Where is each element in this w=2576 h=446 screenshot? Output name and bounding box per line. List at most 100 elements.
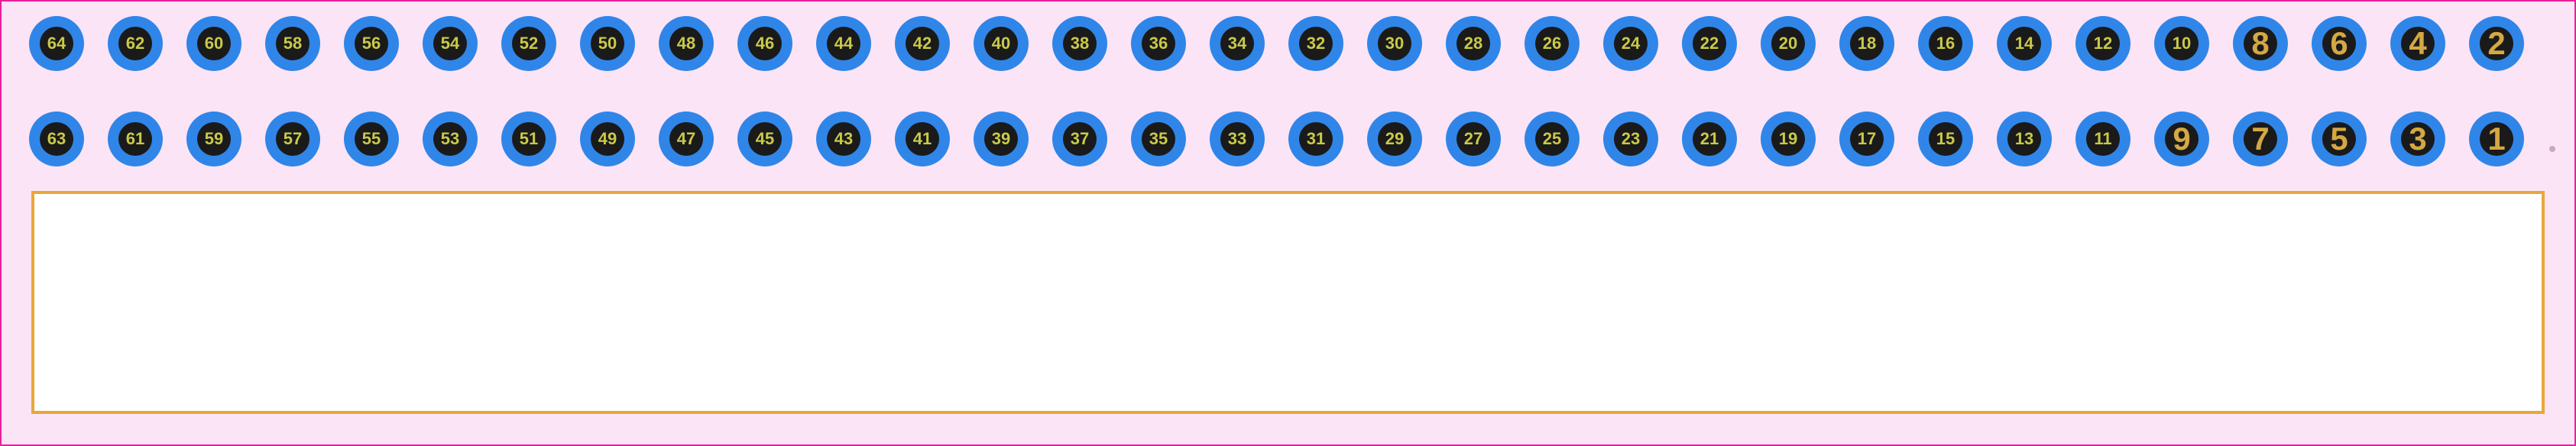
- pin-32-hole: 32: [1299, 27, 1333, 60]
- pin-26-label: 26: [1543, 34, 1561, 53]
- pin-50-hole: 50: [591, 27, 624, 60]
- pin-52-hole: 52: [512, 27, 546, 60]
- pin-22-label: 22: [1700, 34, 1719, 53]
- pin-13: 13: [1997, 112, 2052, 166]
- pin-45: 45: [737, 112, 792, 166]
- pin-16-label: 16: [1936, 34, 1955, 53]
- pin-1-label: 1: [2487, 121, 2505, 157]
- pin-42-label: 42: [913, 34, 932, 53]
- pin-50: 50: [580, 16, 635, 71]
- pin-48-hole: 48: [669, 27, 703, 60]
- pin-27-hole: 27: [1456, 122, 1490, 156]
- pin-49: 49: [580, 112, 635, 166]
- pin-7: 7: [2233, 112, 2288, 166]
- pin-44: 44: [816, 16, 871, 71]
- pin-51-hole: 51: [512, 122, 546, 156]
- pin-40-label: 40: [992, 34, 1010, 53]
- pin-7-label: 7: [2251, 121, 2269, 157]
- pin-24: 24: [1603, 16, 1658, 71]
- pin-59-hole: 59: [197, 122, 231, 156]
- pin-59-label: 59: [205, 129, 223, 149]
- pin-1: 1: [2469, 112, 2524, 166]
- pin-34: 34: [1210, 16, 1265, 71]
- pin-63: 63: [29, 112, 84, 166]
- pin-13-hole: 13: [2007, 122, 2041, 156]
- pin-47-hole: 47: [669, 122, 703, 156]
- pin-56-hole: 56: [355, 27, 388, 60]
- pin-30-label: 30: [1385, 34, 1404, 53]
- pin-60-label: 60: [205, 34, 223, 53]
- pin-54: 54: [423, 16, 478, 71]
- pin-40: 40: [974, 16, 1029, 71]
- pin-55: 55: [344, 112, 399, 166]
- pin-49-hole: 49: [591, 122, 624, 156]
- pin-42-hole: 42: [906, 27, 939, 60]
- pin-30-hole: 30: [1378, 27, 1411, 60]
- pin-15-label: 15: [1936, 129, 1955, 149]
- pin-33-hole: 33: [1220, 122, 1254, 156]
- pin-61: 61: [108, 112, 163, 166]
- pin-62-label: 62: [126, 34, 144, 53]
- pin-47: 47: [659, 112, 714, 166]
- pin-36-hole: 36: [1142, 27, 1175, 60]
- pin-2-label: 2: [2487, 25, 2505, 62]
- pin-24-label: 24: [1622, 34, 1640, 53]
- pin-33: 33: [1210, 112, 1265, 166]
- pin-5: 5: [2312, 112, 2367, 166]
- pin-6-label: 6: [2330, 25, 2348, 62]
- pin-35-hole: 35: [1142, 122, 1175, 156]
- pin-8: 8: [2233, 16, 2288, 71]
- pin-19-hole: 19: [1771, 122, 1805, 156]
- pin-56-label: 56: [362, 34, 381, 53]
- pin-25-hole: 25: [1535, 122, 1569, 156]
- pin-19: 19: [1761, 112, 1816, 166]
- pin-27-label: 27: [1464, 129, 1482, 149]
- pin-23: 23: [1603, 112, 1658, 166]
- pin-23-hole: 23: [1614, 122, 1648, 156]
- pin-60: 60: [186, 16, 241, 71]
- pin-41-label: 41: [913, 129, 932, 149]
- pin-55-hole: 55: [355, 122, 388, 156]
- pin-18-hole: 18: [1850, 27, 1884, 60]
- pin-39-hole: 39: [984, 122, 1018, 156]
- pin-40-hole: 40: [984, 27, 1018, 60]
- pin-18-label: 18: [1858, 34, 1876, 53]
- pin-57-hole: 57: [276, 122, 309, 156]
- pin-21-label: 21: [1700, 129, 1719, 149]
- pin-36-label: 36: [1149, 34, 1168, 53]
- pin-47-label: 47: [677, 129, 695, 149]
- pin-4-label: 4: [2409, 25, 2426, 62]
- pin-46-hole: 46: [748, 27, 782, 60]
- pin-31-hole: 31: [1299, 122, 1333, 156]
- pin-64-hole: 64: [40, 27, 73, 60]
- pin-51-label: 51: [520, 129, 538, 149]
- pin-52-label: 52: [520, 34, 538, 53]
- pin-58-hole: 58: [276, 27, 309, 60]
- pin-25-label: 25: [1543, 129, 1561, 149]
- footprint-diagram: 1234567891011121314151617181920212223242…: [2, 2, 2574, 444]
- pin-13-label: 13: [2015, 129, 2033, 149]
- pin-23-label: 23: [1622, 129, 1640, 149]
- pin-64: 64: [29, 16, 84, 71]
- pin-54-hole: 54: [433, 27, 467, 60]
- pin-58-label: 58: [284, 34, 302, 53]
- pin-60-hole: 60: [197, 27, 231, 60]
- pin-62: 62: [108, 16, 163, 71]
- pin-27: 27: [1446, 112, 1501, 166]
- pin-29-hole: 29: [1378, 122, 1411, 156]
- pin-25: 25: [1525, 112, 1580, 166]
- pin-52: 52: [501, 16, 556, 71]
- pin-61-label: 61: [126, 129, 144, 149]
- pin-11-label: 11: [2094, 129, 2111, 149]
- pin-26: 26: [1525, 16, 1580, 71]
- pin-56: 56: [344, 16, 399, 71]
- pin-10-label: 10: [2173, 34, 2191, 53]
- body-outline: [31, 191, 2545, 414]
- pin-17-hole: 17: [1850, 122, 1884, 156]
- pin-61-hole: 61: [118, 122, 152, 156]
- pin-37: 37: [1052, 112, 1107, 166]
- pin-64-label: 64: [47, 34, 66, 53]
- pin-31: 31: [1288, 112, 1343, 166]
- pin-38-hole: 38: [1063, 27, 1097, 60]
- pin-48-label: 48: [677, 34, 695, 53]
